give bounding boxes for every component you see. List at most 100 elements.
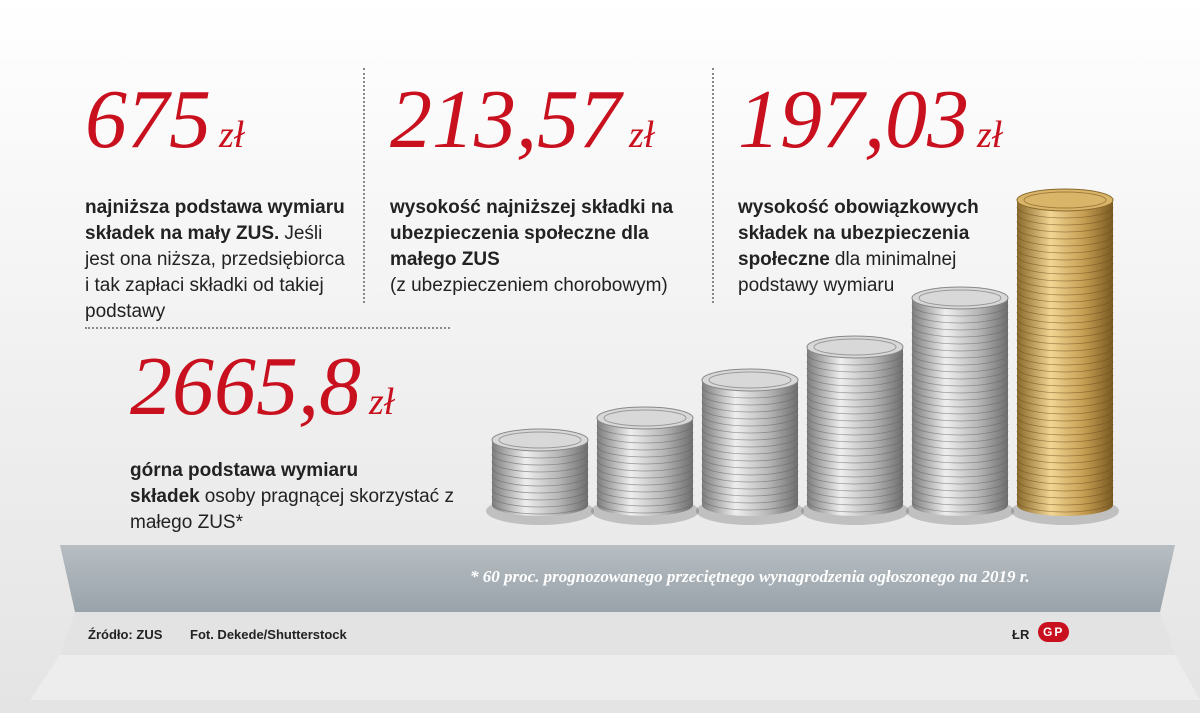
coin-top — [491, 428, 589, 452]
coin-edge — [701, 498, 799, 511]
separator — [85, 327, 450, 329]
coin-edge — [701, 484, 799, 497]
coin-edge — [1016, 290, 1114, 303]
coin-edge — [701, 400, 799, 413]
amount: 197,03 zł — [738, 78, 1003, 177]
coin-edge — [1016, 339, 1114, 352]
coin-edge — [1016, 283, 1114, 296]
separator — [363, 68, 365, 303]
logo: GP — [1038, 622, 1070, 642]
coin-edge — [701, 463, 799, 476]
coin-edge — [1016, 269, 1114, 282]
footnote: * 60 proc. prognozowanego przeciętnego w… — [470, 567, 1030, 586]
coin-edge — [911, 346, 1009, 359]
coin-edge — [1016, 206, 1114, 219]
coin-edge — [1016, 451, 1114, 464]
separator — [712, 68, 714, 303]
unit: zł — [219, 114, 245, 156]
stat: 675 zł najniższa podstawa wymiaru składek… — [85, 78, 345, 325]
coin-edge — [1016, 262, 1114, 275]
coin-edge — [806, 409, 904, 422]
stat: 2665,8 zł górna podstawa wymiaru składek o… — [130, 345, 470, 536]
desc-text: Jeśli jest ona niższa, przedsiębiorca i … — [85, 223, 345, 322]
coin-top — [596, 406, 694, 430]
coin-edge — [701, 449, 799, 462]
coin-edge — [1016, 255, 1114, 268]
coin-edge — [596, 480, 694, 493]
amount-value: 213,57 — [390, 73, 621, 166]
coin-edge — [911, 493, 1009, 506]
coin-edge — [1016, 353, 1114, 366]
coin-edge — [911, 367, 1009, 380]
coin-face — [813, 338, 897, 356]
coin-stack — [912, 298, 1008, 505]
coin-edge — [911, 353, 1009, 366]
coin-edge — [1016, 227, 1114, 240]
coin-edge — [806, 381, 904, 394]
coin-edge — [806, 493, 904, 506]
slab-top — [60, 545, 1175, 612]
coin-edge — [806, 360, 904, 373]
coin-edge — [596, 487, 694, 500]
coin-edge — [806, 465, 904, 478]
stat: 213,57 zł wysokość najniższej składki na … — [390, 78, 685, 299]
description: górna podstawa wymiaru składek osoby prag… — [130, 458, 470, 536]
coin-edge — [911, 423, 1009, 436]
coin-stack — [1017, 200, 1113, 505]
coin-edge — [701, 470, 799, 483]
photo-credit: Fot. Dekede/Shutterstock — [190, 627, 347, 642]
coin-edge — [1016, 304, 1114, 317]
coin-edge — [596, 466, 694, 479]
coin-edge — [806, 374, 904, 387]
description: wysokość najniższej składki na ubezpiecz… — [390, 195, 685, 299]
coin-edge — [911, 402, 1009, 415]
coin-edge — [911, 451, 1009, 464]
coin-edge — [1016, 241, 1114, 254]
coin-edge — [911, 465, 1009, 478]
amount: 675 zł — [85, 78, 345, 177]
coin-edge — [491, 481, 589, 494]
coin-edge — [1016, 402, 1114, 415]
coin-edge — [1016, 430, 1114, 443]
coin-edge — [911, 409, 1009, 422]
coin-edge — [1016, 388, 1114, 401]
unit: zł — [629, 114, 655, 156]
coin-edge — [806, 367, 904, 380]
coin-edge — [491, 446, 589, 459]
coin-edge — [701, 421, 799, 434]
coin-edge — [806, 479, 904, 492]
coin-edge — [1016, 220, 1114, 233]
coin-edge — [1016, 479, 1114, 492]
coin-edge — [1016, 234, 1114, 247]
coin-edge — [1016, 381, 1114, 394]
author: ŁR — [1012, 627, 1030, 642]
coin-edge — [1016, 437, 1114, 450]
coin-edge — [596, 459, 694, 472]
coin-edge — [911, 318, 1009, 331]
coin-edge — [1016, 395, 1114, 408]
description: najniższa podstawa wymiaru składek na ma… — [85, 195, 345, 325]
coin-edge — [491, 460, 589, 473]
coin-edge — [596, 501, 694, 514]
coin-edge — [911, 360, 1009, 373]
desc-text: dla minimalnej podstawy wymiaru — [738, 249, 957, 296]
coin-edge — [806, 444, 904, 457]
coin-edge — [1016, 409, 1114, 422]
coin-edge — [911, 458, 1009, 471]
desc-bold: wysokość obowiązkowych składek na ubezpi… — [738, 197, 979, 270]
coin-edge — [491, 453, 589, 466]
coin-edge — [596, 431, 694, 444]
coin-edge — [491, 467, 589, 480]
coin-edge — [911, 444, 1009, 457]
coin-edge — [911, 311, 1009, 324]
desc-bold: górna podstawa wymiaru składek — [130, 460, 359, 507]
coin-top — [806, 335, 904, 359]
coin-face — [498, 431, 582, 449]
coin-edge — [1016, 465, 1114, 478]
coin-edge — [911, 374, 1009, 387]
amount: 213,57 zł — [390, 78, 685, 177]
coin-edge — [911, 472, 1009, 485]
coin-bottom — [597, 494, 693, 516]
coin-edge — [701, 407, 799, 420]
coin-edge — [701, 442, 799, 455]
